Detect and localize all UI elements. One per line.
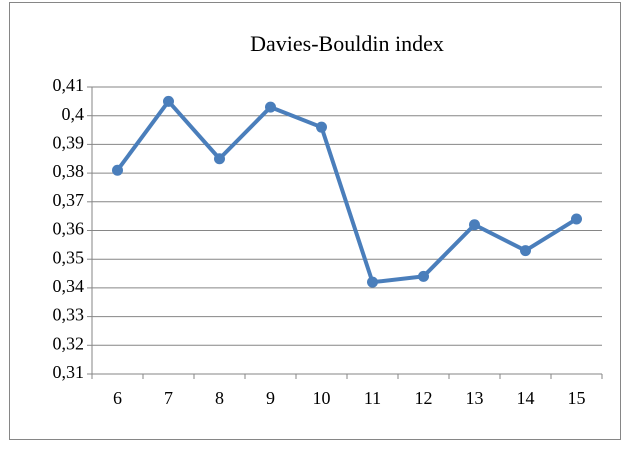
chart-frame [9,2,621,440]
chart-title: Davies-Bouldin index [250,31,444,56]
y-tick-label: 0,39 [53,133,85,153]
y-tick-label: 0,41 [53,75,85,95]
x-tick-label: 8 [215,388,224,408]
data-point [520,245,531,257]
x-tick-label: 11 [364,388,381,408]
x-tick-label: 12 [415,388,433,408]
y-tick-label: 0,36 [53,219,85,239]
data-line [115,99,578,285]
data-point [571,213,582,225]
y-tick-label: 0,4 [62,104,85,124]
x-tick-label: 9 [266,388,275,408]
y-tick-label: 0,37 [53,190,85,210]
data-point [163,95,174,107]
data-point [265,101,276,113]
x-tick-label: 6 [113,388,122,408]
data-point [112,164,123,176]
y-tick-label: 0,33 [53,305,85,325]
y-tick-label: 0,38 [53,161,85,181]
y-tick-label: 0,34 [53,276,85,296]
y-tick-label: 0,31 [53,362,85,382]
x-tick-label: 15 [568,388,586,408]
data-point [469,219,480,231]
x-tick-label: 14 [517,388,535,408]
y-tick-label: 0,32 [53,333,85,353]
y-tick-label: 0,35 [53,247,85,267]
data-point [367,276,378,288]
data-point [214,153,225,165]
x-tick-label: 7 [164,388,173,408]
x-tick-label: 10 [313,388,331,408]
x-tick-label: 13 [466,388,484,408]
data-point [316,121,327,133]
data-point [418,270,429,282]
